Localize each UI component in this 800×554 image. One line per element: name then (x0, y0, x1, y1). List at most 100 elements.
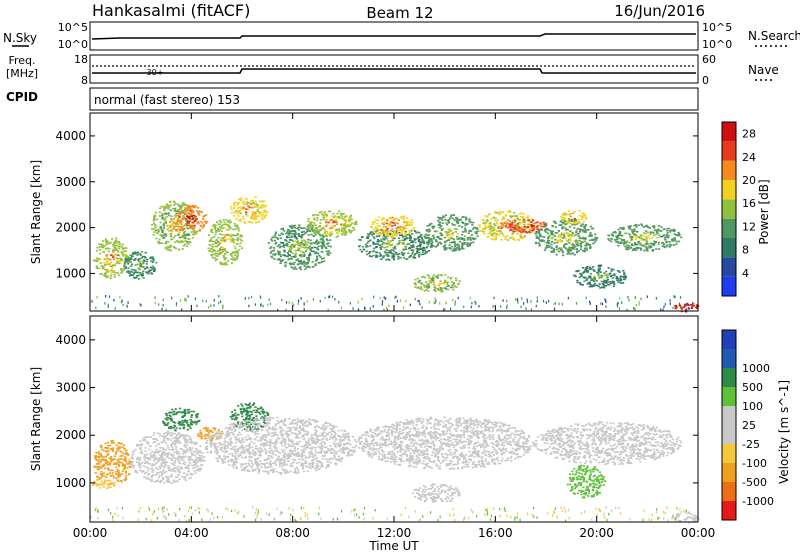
power-cell (260, 216, 263, 218)
power-cell (451, 286, 454, 289)
power-cell (556, 241, 559, 244)
power-cell (340, 222, 343, 225)
power-speckle (646, 295, 648, 298)
vel-cell (159, 479, 163, 482)
power-speckle (655, 297, 657, 300)
power-cell (654, 241, 657, 244)
power-speckle (205, 300, 207, 303)
power-speckle (327, 308, 329, 311)
power-cell (124, 259, 127, 262)
power-cell (232, 258, 235, 261)
power-cell (224, 253, 227, 255)
power-cell (265, 210, 268, 213)
power-cell (582, 276, 585, 279)
power-cell (298, 226, 301, 228)
vel-cell (107, 453, 110, 455)
power-cell (126, 270, 129, 273)
vel-cell (195, 448, 198, 450)
power-cell (217, 227, 220, 230)
power-cell (438, 289, 441, 291)
vel-cell (190, 473, 193, 476)
power-cell (438, 223, 441, 226)
power-cell (315, 227, 318, 229)
power-cell (544, 247, 547, 249)
power-cell (374, 227, 378, 229)
power-cell (230, 208, 233, 210)
power-cell (260, 200, 263, 203)
power-cell (529, 224, 532, 227)
vel-cell (140, 462, 143, 464)
power-cell (279, 237, 282, 240)
power-cell (385, 242, 388, 244)
power-cell (490, 234, 493, 236)
power-cell (556, 248, 559, 251)
power-cell (548, 245, 552, 248)
vel-cell (174, 448, 178, 451)
power-cell (341, 228, 344, 230)
vel-cell (144, 439, 147, 442)
power-cell (506, 211, 510, 213)
vel-cell (101, 475, 104, 477)
power-cell (448, 230, 451, 232)
vel-cell (97, 451, 100, 453)
power-cell (140, 264, 143, 266)
power-cell (426, 242, 429, 244)
power-cell (308, 228, 311, 231)
power-cell (112, 256, 115, 258)
power-cell (377, 233, 380, 235)
power-cell (348, 219, 351, 222)
power-cell (98, 267, 101, 270)
vel-cell (143, 476, 146, 478)
power-cell (335, 223, 339, 225)
power-cell (553, 234, 556, 237)
vel-cell (197, 469, 200, 471)
power-cell (500, 227, 503, 230)
power-cell (515, 215, 518, 217)
power-cell (397, 258, 400, 260)
power-cell (182, 212, 185, 215)
freq-tick-bottom: 8 (81, 74, 88, 87)
vel-cell (116, 459, 119, 462)
power-cell (178, 232, 181, 234)
power-cell (365, 250, 368, 253)
power-cell (585, 279, 588, 281)
power-cell (174, 207, 177, 210)
vel-cell (152, 469, 155, 471)
power-speckle (492, 305, 494, 308)
power-cell (190, 208, 193, 210)
y-tick-label: 4000 (55, 129, 86, 143)
vel-cell (171, 470, 174, 472)
power-cell (212, 246, 215, 248)
power-cell (318, 233, 321, 236)
power-speckle (154, 296, 156, 299)
power-cell (418, 231, 421, 234)
vel-cell (162, 422, 165, 424)
power-speckle (369, 307, 371, 310)
power-cell (120, 258, 123, 260)
power-cell (346, 224, 349, 226)
power-cell (444, 274, 447, 276)
power-cell (296, 249, 300, 251)
power-cell (388, 217, 391, 219)
power-cell (221, 227, 224, 229)
power-cell (335, 228, 338, 231)
power-cell (571, 222, 574, 225)
vel-cell (123, 448, 126, 450)
power-cell (427, 234, 430, 236)
power-cell (129, 258, 132, 261)
power-cell (469, 236, 472, 239)
power-cell (279, 241, 282, 244)
power-cell (434, 230, 437, 233)
vel-cell (162, 451, 165, 454)
power-cell (113, 264, 116, 267)
power-cell (466, 239, 469, 241)
vel-cell (188, 449, 192, 452)
power-cell (207, 247, 210, 250)
power-cell (120, 271, 123, 273)
power-cell (604, 285, 607, 287)
vel-cell (102, 486, 105, 488)
power-cell (214, 224, 217, 227)
power-cell (578, 235, 581, 237)
power-cell (258, 211, 261, 213)
power-cell (169, 246, 172, 248)
